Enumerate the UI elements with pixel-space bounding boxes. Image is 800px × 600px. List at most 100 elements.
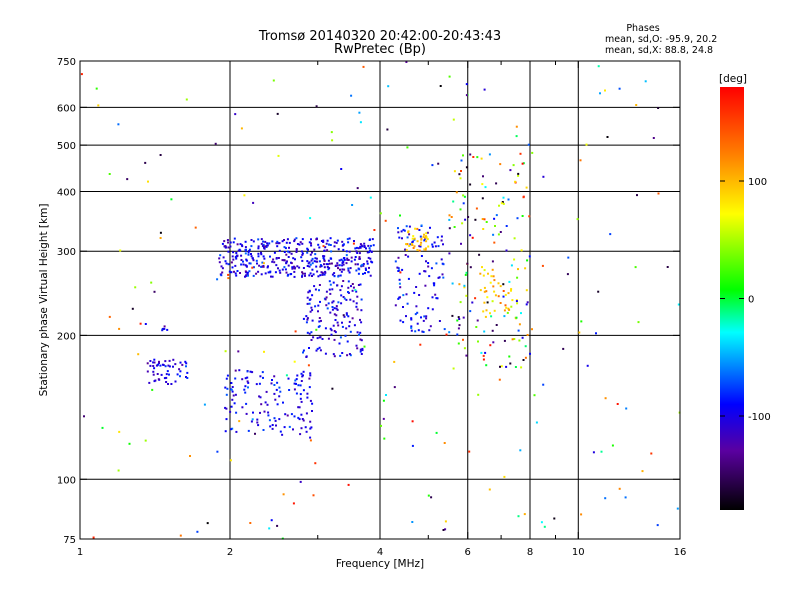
scatter-point — [337, 248, 340, 251]
scatter-point — [386, 128, 389, 131]
scatter-point — [293, 267, 296, 270]
scatter-point — [242, 260, 244, 263]
scatter-point — [308, 302, 311, 305]
scatter-point — [300, 400, 303, 403]
scatter-point — [219, 254, 222, 257]
scatter-point — [332, 324, 335, 327]
scatter-point — [345, 254, 348, 257]
scatter-point — [225, 393, 228, 396]
scatter-point — [230, 271, 233, 274]
scatter-point — [279, 271, 282, 274]
scatter-point — [306, 317, 309, 320]
scatter-point — [405, 61, 408, 63]
scatter-point — [333, 338, 336, 341]
scatter-point — [401, 268, 404, 271]
colorbar-tick-label: -100 — [748, 412, 771, 423]
scatter-point — [491, 329, 494, 332]
scatter-point — [604, 397, 607, 400]
scatter-point — [318, 346, 321, 349]
scatter-point — [329, 283, 332, 286]
scatter-point — [266, 403, 269, 406]
scatter-point — [600, 450, 603, 453]
scatter-point — [411, 521, 414, 523]
scatter-point — [359, 243, 362, 246]
scatter-point — [379, 212, 382, 215]
scatter-point — [225, 377, 228, 380]
scatter-point — [311, 262, 314, 265]
scatter-point — [576, 218, 579, 221]
scatter-point — [265, 390, 268, 393]
scatter-point — [234, 256, 237, 258]
scatter-point — [524, 345, 527, 348]
scatter-point — [503, 339, 506, 342]
scatter-point — [289, 273, 292, 276]
scatter-point — [272, 258, 275, 261]
scatter-point — [231, 386, 234, 388]
scatter-point — [196, 530, 199, 533]
scatter-point — [152, 361, 155, 364]
scatter-point — [231, 390, 234, 393]
scatter-point — [424, 248, 427, 251]
scatter-point — [463, 195, 466, 198]
scatter-point — [535, 421, 538, 424]
scatter-point — [526, 334, 529, 336]
scatter-point — [275, 242, 278, 245]
scatter-point — [277, 267, 279, 270]
scatter-point — [508, 355, 511, 358]
scatter-point — [398, 282, 401, 285]
scatter-point — [288, 246, 290, 249]
scatter-point — [343, 268, 346, 271]
scatter-point — [434, 293, 437, 296]
scatter-point — [595, 332, 597, 335]
scatter-point — [299, 384, 302, 387]
colorbar-ticks: 100 0 -100 — [720, 177, 771, 423]
scatter-point — [425, 236, 428, 239]
scatter-point — [323, 273, 326, 276]
scatter-point — [358, 333, 360, 336]
scatter-point — [299, 241, 302, 244]
scatter-point — [625, 407, 628, 410]
scatter-point — [341, 321, 343, 324]
scatter-point — [232, 241, 235, 244]
scatter-point — [252, 259, 255, 262]
scatter-point — [416, 311, 419, 314]
scatter-point — [158, 362, 160, 365]
scatter-point — [451, 314, 454, 317]
scatter-point — [266, 242, 269, 245]
scatter-point — [522, 359, 525, 361]
scatter-point — [360, 298, 363, 301]
scatter-point — [486, 301, 489, 304]
scatter-point — [346, 257, 349, 260]
scatter-point — [295, 392, 298, 395]
scatter-point — [153, 358, 156, 361]
scatter-point — [506, 311, 509, 314]
scatter-point — [366, 262, 369, 265]
scatter-point — [153, 290, 156, 293]
scatter-point — [216, 278, 219, 281]
scatter-point — [418, 245, 421, 248]
scatter-point — [504, 293, 507, 296]
scatter-point — [328, 267, 331, 270]
scatter-point — [529, 352, 531, 355]
scatter-point — [505, 225, 508, 227]
scatter-point — [301, 418, 304, 420]
scatter-point — [283, 251, 286, 253]
scatter-point — [314, 288, 317, 291]
scatter-point — [306, 392, 309, 395]
scatter-point — [350, 260, 353, 263]
scatter-point — [409, 243, 412, 246]
scatter-point — [278, 386, 281, 389]
scatter-point — [371, 238, 374, 241]
scatter-point — [465, 83, 468, 86]
scatter-point — [340, 285, 343, 288]
scatter-point — [420, 224, 423, 227]
scatter-point — [286, 414, 289, 417]
scatter-point — [287, 250, 289, 253]
scatter-point — [322, 257, 325, 260]
scatter-point — [469, 310, 472, 313]
scatter-point — [369, 257, 372, 260]
scatter-point — [432, 282, 435, 285]
scatter-point — [505, 365, 508, 368]
scatter-point — [479, 289, 482, 292]
scatter-point — [364, 272, 366, 275]
